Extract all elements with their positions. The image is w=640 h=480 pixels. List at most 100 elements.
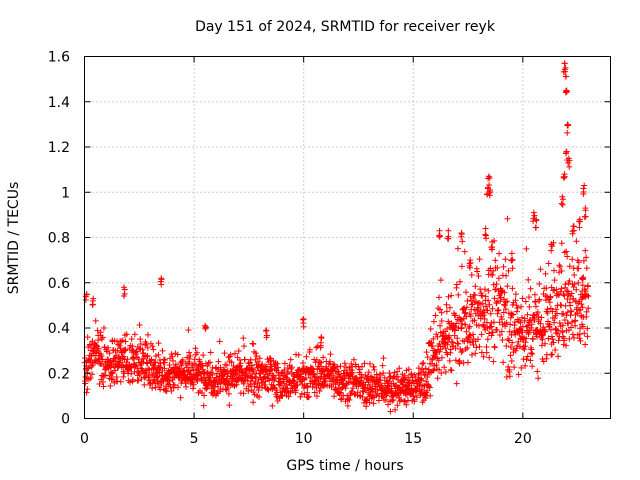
- data-point: [463, 289, 470, 296]
- data-point: [562, 342, 569, 349]
- data-point: [100, 324, 107, 331]
- data-point: [177, 394, 184, 401]
- data-point: [390, 396, 397, 403]
- data-point: [405, 366, 412, 373]
- data-point: [576, 331, 583, 338]
- data-point: [501, 302, 508, 309]
- data-point: [350, 356, 357, 363]
- data-point: [87, 374, 94, 381]
- data-point: [529, 363, 536, 370]
- data-point: [415, 365, 422, 372]
- data-point: [523, 356, 530, 363]
- data-point: [386, 369, 393, 376]
- data-point: [299, 359, 306, 366]
- data-point: [485, 175, 492, 182]
- data-point: [252, 373, 259, 380]
- data-point: [144, 352, 151, 359]
- data-point: [512, 291, 519, 298]
- data-point: [101, 344, 108, 351]
- data-point: [565, 122, 572, 129]
- data-point: [262, 328, 269, 335]
- data-point: [434, 375, 441, 382]
- data-point: [504, 283, 511, 290]
- data-point: [128, 370, 135, 377]
- data-point: [149, 385, 156, 392]
- data-point: [454, 245, 461, 252]
- data-point: [512, 331, 519, 338]
- data-point: [137, 336, 144, 343]
- data-point: [461, 310, 468, 317]
- data-point: [540, 358, 547, 365]
- data-point: [502, 323, 509, 330]
- data-point: [548, 333, 555, 340]
- data-point: [291, 378, 298, 385]
- data-point: [152, 359, 159, 366]
- data-point: [558, 268, 565, 275]
- data-points: [81, 60, 592, 415]
- data-point: [442, 368, 449, 375]
- data-point: [216, 338, 223, 345]
- data-point: [361, 360, 368, 367]
- data-point: [129, 354, 136, 361]
- data-point: [453, 281, 460, 288]
- data-point: [105, 344, 112, 351]
- data-point: [365, 369, 372, 376]
- data-point: [483, 232, 490, 239]
- data-point: [458, 349, 465, 356]
- data-point: [183, 383, 190, 390]
- data-point: [472, 283, 479, 290]
- data-point: [144, 344, 151, 351]
- data-point: [562, 150, 569, 157]
- data-point: [117, 378, 124, 385]
- data-point: [582, 288, 589, 295]
- data-point: [411, 398, 418, 405]
- data-point: [561, 66, 568, 73]
- data-point: [424, 354, 431, 361]
- data-point: [358, 373, 365, 380]
- data-point: [500, 263, 507, 270]
- data-point: [496, 332, 503, 339]
- data-point: [256, 382, 263, 389]
- data-point: [487, 188, 494, 195]
- data-point: [82, 380, 89, 387]
- y-tick-label: 0.2: [48, 366, 70, 382]
- data-point: [84, 334, 91, 341]
- data-point: [569, 256, 576, 263]
- data-point: [549, 336, 556, 343]
- data-point: [508, 257, 515, 264]
- data-point: [166, 377, 173, 384]
- data-point: [567, 302, 574, 309]
- data-point: [512, 297, 519, 304]
- data-point: [485, 287, 492, 294]
- data-point: [503, 272, 510, 279]
- data-point: [214, 370, 221, 377]
- data-point: [138, 365, 145, 372]
- data-point: [336, 390, 343, 397]
- data-point: [318, 359, 325, 366]
- data-point: [532, 224, 539, 231]
- data-point: [111, 355, 118, 362]
- data-point: [503, 319, 510, 326]
- data-point: [446, 357, 453, 364]
- data-point: [459, 320, 466, 327]
- data-point: [540, 331, 547, 338]
- data-point: [502, 299, 509, 306]
- data-point: [394, 368, 401, 375]
- data-point: [584, 333, 591, 340]
- data-point: [556, 269, 563, 276]
- data-point: [561, 60, 568, 67]
- data-point: [156, 364, 163, 371]
- data-point: [558, 240, 565, 247]
- data-point: [568, 308, 575, 315]
- data-point: [401, 376, 408, 383]
- data-point: [443, 301, 450, 308]
- data-point: [426, 383, 433, 390]
- data-point: [192, 345, 199, 352]
- data-point: [443, 308, 450, 315]
- data-point: [162, 356, 169, 363]
- data-point: [519, 329, 526, 336]
- data-point: [580, 189, 587, 196]
- data-point: [232, 371, 239, 378]
- data-point: [502, 256, 509, 263]
- data-point: [441, 364, 448, 371]
